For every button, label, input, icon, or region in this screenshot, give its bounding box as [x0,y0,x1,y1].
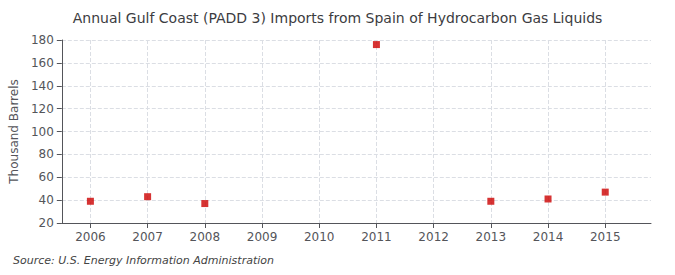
svg-text:20: 20 [39,216,54,230]
svg-text:Annual Gulf Coast (PADD 3) Imp: Annual Gulf Coast (PADD 3) Imports from … [73,10,603,26]
svg-text:2006: 2006 [75,230,106,244]
svg-text:2014: 2014 [533,230,564,244]
svg-text:60: 60 [39,170,54,184]
svg-text:Source: U.S. Energy Informatio: Source: U.S. Energy Information Administ… [13,254,274,267]
svg-text:Thousand Barrels: Thousand Barrels [7,79,21,184]
svg-text:2007: 2007 [132,230,163,244]
svg-text:2011: 2011 [361,230,392,244]
svg-text:80: 80 [39,147,54,161]
svg-text:180: 180 [31,33,54,47]
svg-text:40: 40 [39,193,54,207]
svg-text:100: 100 [31,125,54,139]
svg-text:2015: 2015 [590,230,621,244]
svg-text:2012: 2012 [418,230,449,244]
svg-text:2008: 2008 [190,230,221,244]
svg-text:2009: 2009 [247,230,278,244]
svg-text:2010: 2010 [304,230,335,244]
svg-text:120: 120 [31,102,54,116]
svg-text:160: 160 [31,56,54,70]
svg-text:2013: 2013 [476,230,507,244]
svg-text:140: 140 [31,79,54,93]
